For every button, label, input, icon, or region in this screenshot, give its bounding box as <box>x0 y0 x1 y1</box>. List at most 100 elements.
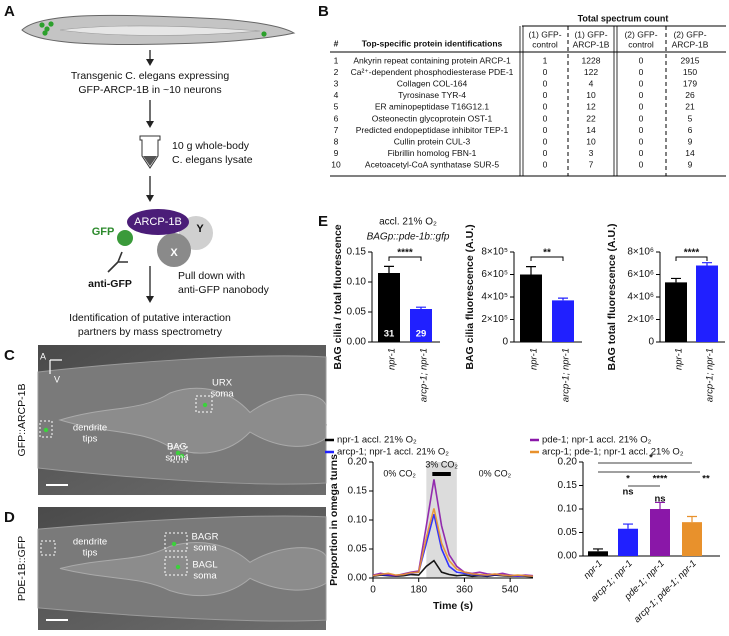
y-tick-label: 0 <box>502 337 508 348</box>
gfp-signal <box>43 427 49 433</box>
table-cell: 0 <box>543 67 548 77</box>
micro-label: soma <box>193 571 217 582</box>
table-cell: 1 <box>334 55 339 65</box>
table-cell: 0 <box>543 78 548 88</box>
table-cell: Fibrillin homolog FBN-1 <box>388 148 477 158</box>
micro-label: BAGL <box>192 560 217 571</box>
y-tick-label: 0.00 <box>558 551 578 562</box>
table-cell: 6 <box>334 113 339 123</box>
y-tick-label: 0.10 <box>558 504 578 515</box>
tube-content <box>143 156 157 166</box>
panel-label: B <box>318 3 329 20</box>
error-bar <box>687 515 697 523</box>
table-cell: 9 <box>334 148 339 158</box>
error-bar <box>384 265 394 273</box>
significance-label: ** <box>702 474 710 485</box>
error-bar <box>702 262 712 266</box>
x-tick-label: arcp-1; npr-1 <box>419 348 430 402</box>
condition-label: accl. 21% O₂ <box>379 217 437 228</box>
panel-label: C <box>4 347 15 364</box>
micro-label: dendrite <box>73 537 107 548</box>
a-text: GFP <box>92 226 115 238</box>
a-text: anti-GFP <box>88 278 132 290</box>
table-cell: 0 <box>639 78 644 88</box>
roi-box <box>40 540 56 556</box>
pharynx <box>58 387 327 454</box>
table-cell: 0 <box>639 136 644 146</box>
micro-label: A <box>40 351 46 361</box>
table-cell: 150 <box>683 67 697 77</box>
micro-label: soma <box>193 543 217 554</box>
significance-label: **** <box>397 248 413 259</box>
table-cell: 14 <box>685 148 695 158</box>
error-bar <box>416 306 426 309</box>
y-axis-label: BAG cilia fluorescence (A.U.) <box>464 224 476 369</box>
bar <box>588 551 608 556</box>
y-tick-label: 2×10⁵ <box>481 314 508 325</box>
table-cell: 3 <box>334 78 339 88</box>
table-cell: 10 <box>331 160 341 170</box>
table-column-header: # <box>334 38 339 48</box>
table-cell: 0 <box>639 90 644 100</box>
significance-label: **** <box>684 248 700 259</box>
x-tick-label: 540 <box>502 585 519 596</box>
table-cell: Collagen COL-164 <box>397 78 468 88</box>
protein-bait <box>127 209 189 235</box>
bar <box>650 509 670 556</box>
table-cell: 7 <box>334 125 339 135</box>
roi-box <box>39 420 53 438</box>
table-cell: 9 <box>688 160 693 170</box>
bar <box>552 300 574 342</box>
pharynx <box>59 542 327 597</box>
stimulus-label: 3% CO₂ <box>425 459 458 469</box>
micro-label: URX <box>212 378 233 389</box>
roi-box <box>195 395 213 413</box>
y-tick-label: 0.20 <box>348 457 368 468</box>
gfp-neuron <box>261 31 267 37</box>
table-cell: Acetoacetyl-CoA synthatase SUR-5 <box>365 160 499 170</box>
a-text: X <box>170 247 178 259</box>
y-tick-label: 8×10⁵ <box>481 247 508 258</box>
table-cell: 10 <box>586 90 596 100</box>
worm-gut <box>59 25 261 36</box>
significance-label: * <box>649 453 653 464</box>
gfp-tag <box>117 230 133 246</box>
y-tick-label: 6×10⁵ <box>481 269 508 280</box>
table-cell: Tyrosinase TYR-4 <box>398 90 466 100</box>
x-tick-label: 180 <box>410 585 427 596</box>
error-bar <box>655 501 665 509</box>
significance-label: ** <box>543 248 551 259</box>
arrow-head <box>146 195 154 202</box>
table-column-header: Top-specific protein identifications <box>362 38 503 48</box>
table-cell: 2 <box>334 67 339 77</box>
y-tick-label: 0.15 <box>348 486 368 497</box>
y-tick-label: 0.00 <box>348 573 368 584</box>
gfp-neuron <box>42 30 48 36</box>
legend-label: npr-1 accl. 21% O₂ <box>337 435 417 446</box>
table-cell: Cullin protein CUL-3 <box>394 136 471 146</box>
x-tick-label: npr-1 <box>529 348 540 370</box>
y-tick-label: 2×10⁶ <box>627 314 654 325</box>
a-text: anti-GFP nanobody <box>178 284 270 296</box>
y-tick-label: 0 <box>648 337 654 348</box>
x-tick-label: arcp-1; pde-1; npr-1 <box>632 558 699 625</box>
legend-label: arcp-1; pde-1; npr-1 accl. 21% O₂ <box>542 447 684 458</box>
significance-bracket <box>530 256 564 261</box>
significance-label: * <box>626 474 630 485</box>
table-column-header: ARCP-1B <box>672 39 709 49</box>
table-cell: 0 <box>543 160 548 170</box>
table-cell: 26 <box>685 90 695 100</box>
micro-label: soma <box>165 453 189 464</box>
a-text: Pull down with <box>178 270 245 282</box>
y-axis-label: Proportion in omega turns <box>328 454 340 586</box>
legend-label: pde-1; npr-1 accl. 21% O₂ <box>542 435 652 446</box>
orientation-axis <box>49 359 62 374</box>
table-cell: 0 <box>639 160 644 170</box>
micro-label: tips <box>83 548 98 559</box>
significance-bracket <box>388 256 422 261</box>
bar <box>682 522 702 556</box>
table-cell: 0 <box>543 136 548 146</box>
table-column-header: (2) GFP- <box>624 29 657 39</box>
baseline-label: 0% CO₂ <box>479 468 512 478</box>
